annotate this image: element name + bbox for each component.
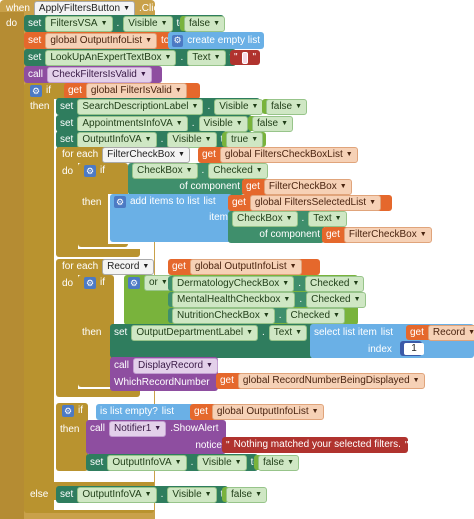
get-filtercheckbox[interactable]: get FilterCheckBox ▼ [242,179,352,195]
call-checkfiltersisvalid[interactable]: call CheckFiltersIsValid ▼ [24,66,162,83]
dermatology-checked[interactable]: DermatologyCheckBox ▼. Checked ▼ [168,275,365,292]
gear-icon[interactable]: ⚙ [30,85,42,97]
gear-icon[interactable]: ⚙ [172,34,184,47]
number-block[interactable]: 1 [400,341,424,356]
set-outputdepartment-text[interactable]: set OutputDepartmentLabel▼. Text▼to [110,324,319,358]
gear-icon[interactable]: ⚙ [114,196,126,208]
get-outputinfolist[interactable]: get global OutputInfoList ▼ [168,259,320,275]
gear-icon[interactable]: ⚙ [62,405,74,417]
if-block-record[interactable] [78,275,114,387]
gear-icon[interactable]: ⚙ [128,277,140,289]
checkbox-text-getter[interactable]: CheckBox ▼. Text ▼ of component [228,211,347,243]
set-searchdescription-visible[interactable]: set SearchDescriptionLabel▼. Visible▼to [56,98,276,115]
set-global-outputinfolist[interactable]: set global OutputInfoList ▼ to [24,32,172,49]
get-record[interactable]: get Record ▼ [406,324,474,341]
set-lookup-text[interactable]: set LookUpAnExpertTextBox▼ . Text▼ to [24,49,238,66]
false-block[interactable]: false ▼ [248,115,294,132]
call-displayrecord[interactable]: call DisplayRecord ▼ WhichRecordNumber [110,357,218,391]
set-outputinfova-visible-false[interactable]: set OutputInfoVA▼. Visible▼to [86,454,259,471]
set-filtersvsa-visible[interactable]: set FiltersVSA▼ . Visible▼ to [24,15,224,32]
gear-icon[interactable]: ⚙ [84,165,96,177]
is-list-empty[interactable]: is list empty? list [96,404,194,420]
get-filterscheckboxlist[interactable]: get global FiltersCheckBoxList ▼ [198,147,358,163]
get-filterisvalid[interactable]: get global FilterIsValid ▼ [64,83,200,99]
get-recordnumber[interactable]: get global RecordNumberBeingDisplayed ▼ [216,373,425,389]
set-appointments-visible[interactable]: set AppointmentsInfoVA▼. Visible▼to [56,115,260,132]
mentalhealth-checked[interactable]: MentalHealthCheckbox ▼. Checked ▼ [168,291,366,308]
create-empty-list-block[interactable]: ⚙ create empty list [168,32,264,49]
get-filtersselectedlist[interactable]: get global FiltersSelectedList ▼ [228,195,392,211]
nutrition-checked[interactable]: NutritionCheckBox ▼. Checked ▼ [168,307,345,324]
true-block[interactable]: true ▼ [222,131,266,148]
false-block[interactable]: false ▼ [180,15,226,32]
event-header[interactable]: when ApplyFiltersButton ▼ .Click [2,1,167,17]
add-items-to-list[interactable]: ⚙ add items to list list item [110,194,232,242]
empty-text-block[interactable]: " " [230,50,260,65]
get-filtercheckbox[interactable]: get FilterCheckBox ▼ [322,227,432,243]
false-block[interactable]: false ▼ [262,98,308,115]
false-block[interactable]: false ▼ [222,486,268,503]
set-outputinfova-visible-else[interactable]: set OutputInfoVA▼. Visible▼to [56,486,229,503]
notice-text[interactable]: " Nothing matched your selected filters. " [222,437,408,453]
checkbox-checked-getter[interactable]: CheckBox ▼. Checked ▼ of component [128,163,268,195]
get-outputinfolist[interactable]: get global OutputInfoList ▼ [190,404,324,420]
call-notifier-showalert[interactable]: call Notifier1 ▼ .ShowAlert notice [86,420,226,454]
gear-icon[interactable]: ⚙ [84,277,96,289]
false-block[interactable]: false ▼ [254,454,300,471]
set-outputinfova-visible[interactable]: set OutputInfoVA▼. Visible▼to [56,131,229,148]
